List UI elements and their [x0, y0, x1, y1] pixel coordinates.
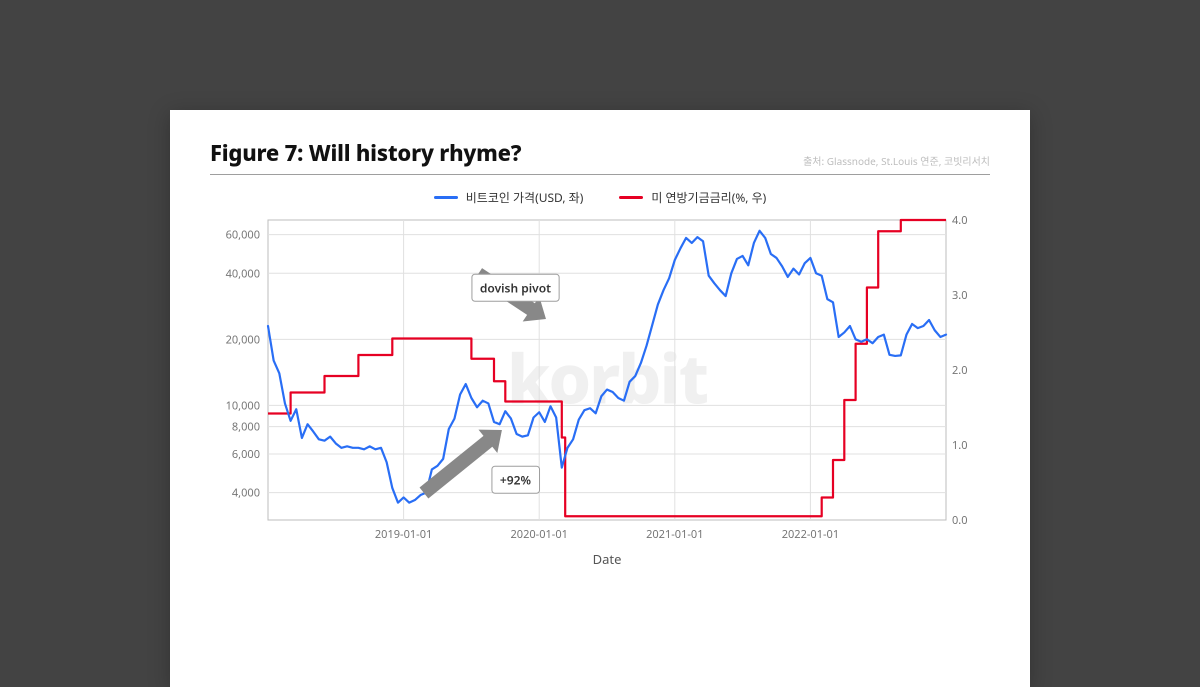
- y-right-tick-label: 4.0: [952, 213, 968, 228]
- x-axis-label: Date: [593, 550, 622, 568]
- y-left-tick-label: 4,000: [232, 486, 260, 501]
- watermark-text: korbit: [507, 331, 708, 424]
- y-left-tick-label: 40,000: [226, 266, 260, 281]
- x-tick-label: 2021-01-01: [646, 527, 703, 542]
- plot-area: korbit 4,000 6,000 8,000 10,000 20,000 40,000 6…: [210, 212, 990, 572]
- y-right-tick-label: 0.0: [952, 513, 968, 528]
- x-tick-label: 2019-01-01: [375, 527, 432, 542]
- y-left-tick-label: 10,000: [226, 398, 260, 413]
- y-right-tick-label: 2.0: [952, 363, 968, 378]
- legend-label-rate: 미 연방기금금리(%, 우): [651, 189, 766, 206]
- legend-label-btc: 비트코인 가격(USD, 좌): [466, 189, 584, 206]
- y-right-tick-label: 1.0: [952, 438, 968, 453]
- figure-header: Figure 7: Will history rhyme? 출처: Glassn…: [210, 138, 990, 175]
- legend-item-rate: 미 연방기금금리(%, 우): [619, 189, 766, 206]
- annotation-label: dovish pivot: [480, 279, 551, 296]
- y-left-tick-label: 8,000: [232, 420, 260, 435]
- figure-source: 출처: Glassnode, St.Louis 연준, 코빗리서치: [803, 153, 990, 168]
- figure-card: Figure 7: Will history rhyme? 출처: Glassn…: [170, 110, 1030, 687]
- y-left-tick-label: 6,000: [232, 447, 260, 462]
- annotation-label: +92%: [500, 471, 532, 488]
- x-tick-label: 2022-01-01: [782, 527, 839, 542]
- figure-title: Figure 7: Will history rhyme?: [210, 138, 521, 168]
- chart-svg: korbit 4,000 6,000 8,000 10,000 20,000 40,000 6…: [210, 212, 990, 572]
- y-left-tick-label: 60,000: [226, 228, 260, 243]
- y-right-tick-label: 3.0: [952, 288, 968, 303]
- legend: 비트코인 가격(USD, 좌) 미 연방기금금리(%, 우): [210, 175, 990, 212]
- legend-item-btc: 비트코인 가격(USD, 좌): [434, 189, 584, 206]
- legend-swatch-btc: [434, 196, 458, 199]
- y-left-tick-label: 20,000: [226, 332, 260, 347]
- annotation-arrow: [420, 430, 502, 499]
- legend-swatch-rate: [619, 196, 643, 199]
- x-tick-label: 2020-01-01: [510, 527, 567, 542]
